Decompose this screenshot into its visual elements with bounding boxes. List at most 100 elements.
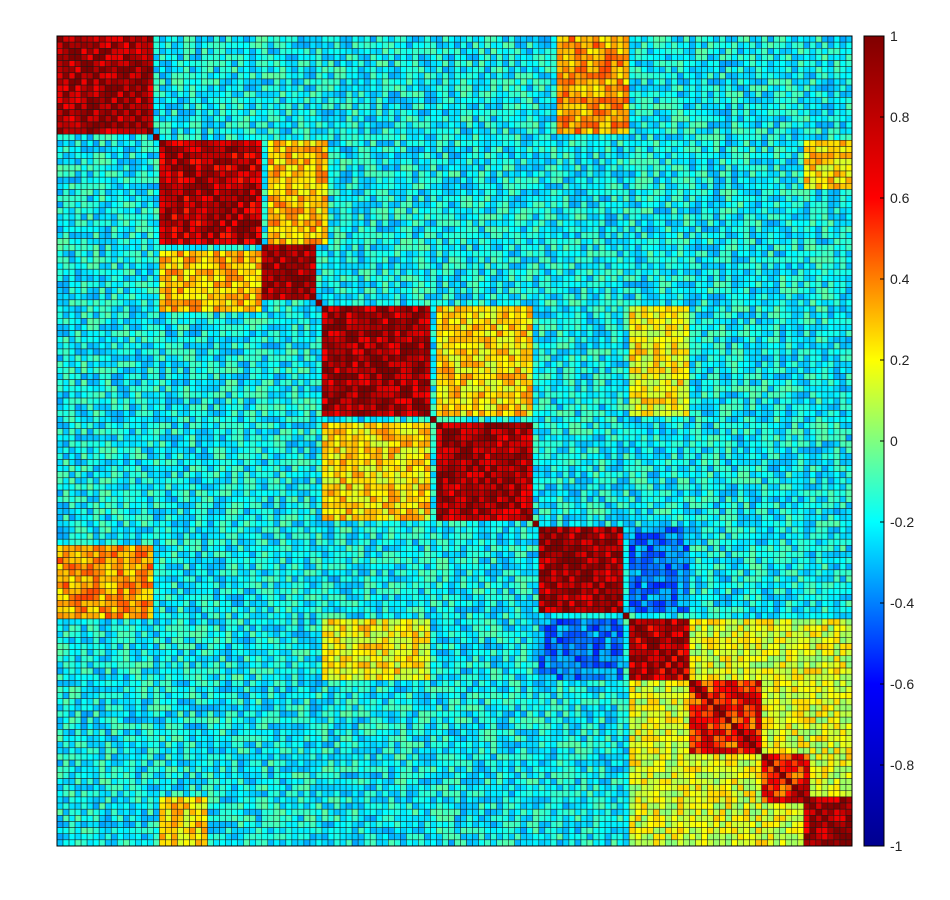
heatmap-cell <box>195 127 202 135</box>
heatmap-cell <box>116 121 124 129</box>
heatmap-cell <box>418 72 425 80</box>
heatmap-cell <box>803 164 811 172</box>
heatmap-cell <box>628 158 636 166</box>
heatmap-cell <box>189 201 196 209</box>
heatmap-cell <box>394 48 401 55</box>
heatmap-cell <box>839 232 847 239</box>
heatmap-cell <box>297 262 305 270</box>
heatmap-cell <box>598 238 606 245</box>
heatmap-cell <box>484 189 491 196</box>
heatmap-cell <box>171 84 178 92</box>
heatmap-cell <box>261 219 269 227</box>
heatmap-cell <box>827 183 835 190</box>
heatmap-cell <box>207 238 214 245</box>
heatmap-cell <box>827 140 835 147</box>
heatmap-cell <box>177 176 184 184</box>
heatmap-cell <box>568 164 576 172</box>
heatmap-cell <box>845 146 853 153</box>
heatmap-cell <box>237 54 244 61</box>
heatmap-cell <box>496 84 503 92</box>
heatmap-cell <box>261 158 269 166</box>
heatmap-cell <box>303 109 311 117</box>
heatmap-cell <box>707 256 714 264</box>
heatmap-cell <box>219 238 226 245</box>
heatmap-cell <box>339 195 347 202</box>
heatmap-cell <box>701 213 708 221</box>
heatmap-cell <box>640 250 648 258</box>
heatmap-cell <box>448 189 455 196</box>
heatmap-cell <box>279 244 287 252</box>
heatmap-cell <box>622 170 630 178</box>
heatmap-cell <box>273 60 281 67</box>
heatmap-cell <box>514 250 521 258</box>
heatmap-cell <box>604 84 612 92</box>
heatmap-cell <box>424 262 431 270</box>
heatmap-cell <box>418 183 425 190</box>
heatmap-cell <box>171 238 178 245</box>
heatmap-cell <box>213 133 220 141</box>
heatmap-cell <box>809 207 817 215</box>
heatmap-cell <box>845 48 853 55</box>
heatmap-cell <box>845 225 853 233</box>
heatmap-cell <box>508 48 515 55</box>
heatmap-cell <box>791 78 799 86</box>
heatmap-cell <box>153 90 160 98</box>
heatmap-cell <box>135 152 142 159</box>
heatmap-cell <box>327 152 335 159</box>
heatmap-cell <box>538 146 546 153</box>
heatmap-cell <box>400 133 407 141</box>
heatmap-cell <box>544 84 552 92</box>
heatmap-cell <box>74 133 82 141</box>
heatmap-cell <box>628 103 636 110</box>
heatmap-cell <box>363 225 371 233</box>
heatmap-cell <box>249 140 256 147</box>
heatmap-cell <box>291 219 299 227</box>
heatmap-cell <box>520 219 528 227</box>
heatmap-cell <box>201 72 208 80</box>
heatmap-cell <box>502 158 509 166</box>
heatmap-cell <box>586 140 594 147</box>
heatmap-cell <box>556 176 564 184</box>
heatmap-cell <box>653 164 660 172</box>
heatmap-cell <box>165 121 172 129</box>
heatmap-cell <box>249 66 256 74</box>
heatmap-cell <box>189 115 196 123</box>
heatmap-cell <box>285 232 293 239</box>
heatmap-cell <box>381 244 389 252</box>
heatmap-cell <box>484 54 491 61</box>
heatmap-cell <box>171 133 178 141</box>
heatmap-cell <box>562 97 570 104</box>
heatmap-cell <box>779 103 786 110</box>
heatmap-cell <box>719 115 726 123</box>
heatmap-cell <box>123 66 130 74</box>
heatmap-cell <box>412 183 419 190</box>
heatmap-cell <box>785 127 793 135</box>
heatmap-cell <box>369 213 377 221</box>
heatmap-cell <box>249 225 256 233</box>
heatmap-cell <box>502 170 509 178</box>
heatmap-cell <box>309 140 317 147</box>
heatmap-cell <box>803 90 811 98</box>
heatmap-cell <box>249 152 256 159</box>
heatmap-cell <box>538 84 546 92</box>
heatmap-cell <box>213 60 220 67</box>
heatmap-cell <box>261 90 269 98</box>
heatmap-cell <box>827 133 835 141</box>
heatmap-cell <box>195 121 202 129</box>
heatmap-cell <box>237 35 244 43</box>
heatmap-cell <box>719 146 726 153</box>
heatmap-cell <box>520 41 528 49</box>
heatmap-cell <box>580 54 588 61</box>
heatmap-cell <box>448 72 455 80</box>
heatmap-cell <box>237 41 244 49</box>
heatmap-cell <box>659 133 666 141</box>
heatmap-cell <box>484 133 491 141</box>
heatmap-cell <box>520 121 528 129</box>
heatmap-cell <box>110 127 118 135</box>
heatmap-cell <box>544 140 552 147</box>
heatmap-cell <box>520 133 528 141</box>
heatmap-cell <box>195 170 202 178</box>
heatmap-cell <box>424 97 431 104</box>
heatmap-cell <box>749 219 756 227</box>
heatmap-cell <box>183 158 190 166</box>
